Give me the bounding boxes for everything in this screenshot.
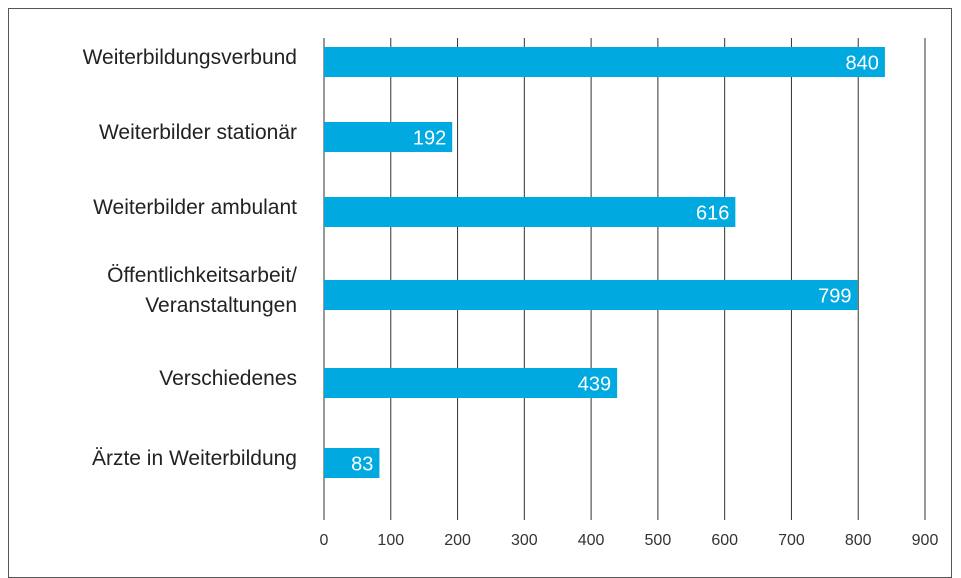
- category-label: Weiterbildungsverbund: [82, 46, 297, 69]
- category-label: Weiterbilder stationär: [98, 121, 297, 144]
- x-tick-label: 100: [377, 532, 404, 549]
- bar: [324, 197, 736, 227]
- x-tick-label: 400: [578, 532, 605, 549]
- value-label: 616: [696, 202, 729, 224]
- x-tick-label: 900: [912, 532, 939, 549]
- value-label: 840: [846, 52, 879, 74]
- x-tick-label: 500: [645, 532, 672, 549]
- x-tick-label: 800: [845, 532, 872, 549]
- plot: 0 100 200 300 400 500 600 700 800 900 840 192 616 799…: [320, 38, 939, 549]
- category-label: Weiterbilder ambulant: [93, 196, 297, 219]
- x-tick-label: 200: [444, 532, 471, 549]
- bar: [324, 448, 380, 478]
- x-tick-label: 0: [320, 532, 329, 549]
- x-tick-label: 300: [511, 532, 538, 549]
- bar: [324, 47, 885, 77]
- bar: [324, 368, 618, 398]
- value-label: 799: [818, 285, 851, 307]
- x-tick-label: 600: [711, 532, 738, 549]
- value-label: 192: [413, 127, 446, 149]
- value-label: 439: [578, 373, 611, 395]
- value-label: 83: [351, 453, 373, 475]
- category-label: Verschiedenes: [159, 367, 297, 390]
- category-label: Ärzte in Weiterbildung: [91, 447, 297, 470]
- bar: [324, 122, 453, 152]
- chart: 0 100 200 300 400 500 600 700 800 900 840 192 616 799…: [8, 8, 952, 578]
- bar: [324, 280, 858, 310]
- x-tick-label: 700: [778, 532, 805, 549]
- category-label: Öffentlichkeitsarbeit/ Veranstaltungen: [107, 264, 297, 317]
